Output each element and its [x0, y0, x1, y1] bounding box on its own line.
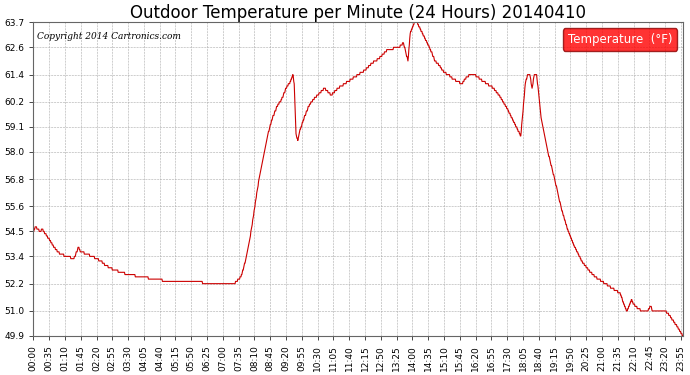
Temperature  (°F) [602, 281, 610, 286]
Title: Outdoor Temperature per Minute (24 Hours) 20140410: Outdoor Temperature per Minute (24 Hours… [130, 4, 586, 22]
Temperature  (°F) [460, 79, 468, 84]
Temperature  (°F) [246, 234, 255, 238]
Line: Temperature  (°F): Temperature (°F) [33, 22, 683, 336]
Temperature  (°F) [544, 154, 553, 159]
Legend: Temperature  (°F): Temperature (°F) [563, 28, 677, 51]
Temperature  (°F) [29, 229, 37, 234]
Temperature  (°F) [678, 334, 687, 338]
Temperature  (°F) [158, 277, 166, 281]
Temperature  (°F) [410, 20, 418, 25]
Text: Copyright 2014 Cartronics.com: Copyright 2014 Cartronics.com [37, 32, 181, 41]
Temperature  (°F) [679, 334, 687, 338]
Temperature  (°F) [174, 279, 182, 284]
